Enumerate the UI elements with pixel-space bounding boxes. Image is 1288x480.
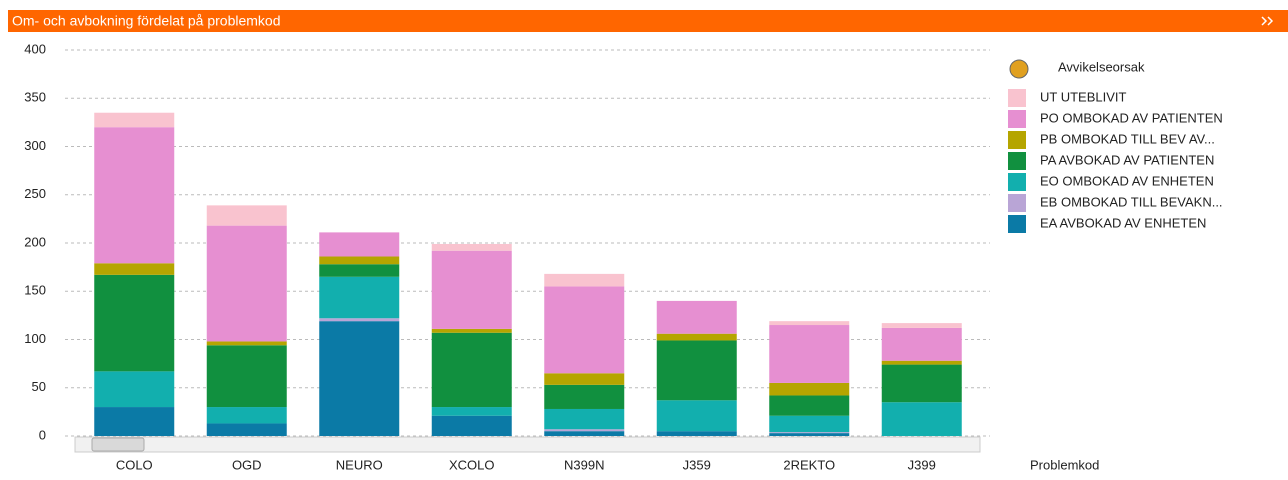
bar-segment bbox=[94, 127, 175, 264]
legend-label: EB OMBOKAD TILL BEVAKN... bbox=[1040, 194, 1223, 209]
legend-swatch bbox=[1008, 152, 1026, 170]
x-axis-label: Problemkod bbox=[1030, 457, 1099, 472]
y-tick-label: 200 bbox=[24, 234, 46, 249]
y-tick-label: 50 bbox=[32, 379, 46, 394]
x-tick-label: NEURO bbox=[336, 457, 383, 472]
bar-segment bbox=[544, 408, 625, 430]
bar-segment bbox=[769, 395, 850, 416]
bar-segment bbox=[881, 364, 962, 403]
x-tick-label: 2REKTO bbox=[783, 457, 835, 472]
x-tick-label: J399 bbox=[908, 457, 936, 472]
bar-segment bbox=[769, 325, 850, 383]
bar-segment bbox=[881, 402, 962, 436]
bar-segment bbox=[544, 273, 625, 287]
legend-swatch bbox=[1008, 110, 1026, 128]
bar-segment bbox=[206, 407, 287, 424]
collapse-icon[interactable] bbox=[1267, 16, 1274, 26]
bar-segment bbox=[656, 300, 737, 334]
bar-segment bbox=[431, 415, 512, 436]
x-tick-label: J359 bbox=[683, 457, 711, 472]
bar-segment bbox=[206, 205, 287, 226]
y-tick-label: 350 bbox=[24, 90, 46, 105]
bar-segment bbox=[94, 263, 175, 275]
bar-segment bbox=[544, 373, 625, 385]
legend-title: Avvikelseorsak bbox=[1058, 59, 1145, 74]
bar-segment bbox=[94, 274, 175, 372]
bar-segment bbox=[656, 333, 737, 341]
bar-segment bbox=[431, 243, 512, 251]
legend-swatch bbox=[1008, 173, 1026, 191]
bar-segment bbox=[881, 323, 962, 328]
bar-segment bbox=[206, 345, 287, 408]
bar-segment bbox=[769, 321, 850, 326]
x-tick-label: COLO bbox=[116, 457, 153, 472]
bar-segment bbox=[431, 328, 512, 333]
legend-swatch bbox=[1008, 215, 1026, 233]
bar-segment bbox=[769, 415, 850, 433]
scrollbar[interactable] bbox=[74, 436, 981, 453]
bar-segment bbox=[319, 318, 400, 322]
bar-segment bbox=[656, 431, 737, 436]
bar-segment bbox=[769, 433, 850, 436]
legend-swatch bbox=[1008, 194, 1026, 212]
bar-segment bbox=[319, 256, 400, 265]
bar-segment bbox=[206, 225, 287, 342]
y-tick-label: 150 bbox=[24, 283, 46, 298]
bar-segment bbox=[319, 321, 400, 436]
y-tick-label: 0 bbox=[39, 427, 46, 442]
legend-label: EA AVBOKAD AV ENHETEN bbox=[1040, 215, 1206, 230]
bar-segment bbox=[769, 432, 850, 434]
bar-segment bbox=[431, 407, 512, 416]
collapse-icon[interactable] bbox=[1261, 16, 1268, 26]
chart-title: Om- och avbokning fördelat på problemkod bbox=[12, 13, 280, 29]
bar-segment bbox=[544, 286, 625, 374]
legend-label: EO OMBOKAD AV ENHETEN bbox=[1040, 173, 1214, 188]
legend-icon[interactable] bbox=[1009, 59, 1029, 79]
bar-segment bbox=[431, 250, 512, 329]
y-tick-label: 100 bbox=[24, 331, 46, 346]
bar-segment bbox=[544, 429, 625, 432]
legend-label: PO OMBOKAD AV PATIENTEN bbox=[1040, 110, 1223, 125]
bar-segment bbox=[769, 382, 850, 396]
y-tick-label: 400 bbox=[24, 41, 46, 56]
header-bar bbox=[8, 10, 1288, 32]
bar-segment bbox=[319, 232, 400, 257]
y-tick-label: 250 bbox=[24, 186, 46, 201]
scroll-thumb[interactable] bbox=[91, 437, 145, 452]
bar-segment bbox=[881, 360, 962, 365]
legend-swatch bbox=[1008, 131, 1026, 149]
bar-segment bbox=[319, 264, 400, 277]
legend-label: PA AVBOKAD AV PATIENTEN bbox=[1040, 152, 1214, 167]
bar-segment bbox=[544, 384, 625, 409]
bar-segment bbox=[544, 431, 625, 436]
bar-segment bbox=[656, 400, 737, 432]
bar-segment bbox=[206, 341, 287, 346]
legend-swatch bbox=[1008, 89, 1026, 107]
y-tick-label: 300 bbox=[24, 138, 46, 153]
bar-segment bbox=[206, 423, 287, 436]
bar-segment bbox=[881, 327, 962, 361]
bar-segment bbox=[319, 276, 400, 319]
legend-label: PB OMBOKAD TILL BEV AV... bbox=[1040, 131, 1215, 146]
x-tick-label: OGD bbox=[232, 457, 262, 472]
x-tick-label: XCOLO bbox=[449, 457, 495, 472]
bar-segment bbox=[94, 371, 175, 408]
bar-segment bbox=[656, 340, 737, 401]
bar-segment bbox=[94, 112, 175, 128]
x-tick-label: N399N bbox=[564, 457, 604, 472]
bar-segment bbox=[431, 332, 512, 408]
bar-segment bbox=[94, 407, 175, 436]
legend-label: UT UTEBLIVIT bbox=[1040, 89, 1127, 104]
